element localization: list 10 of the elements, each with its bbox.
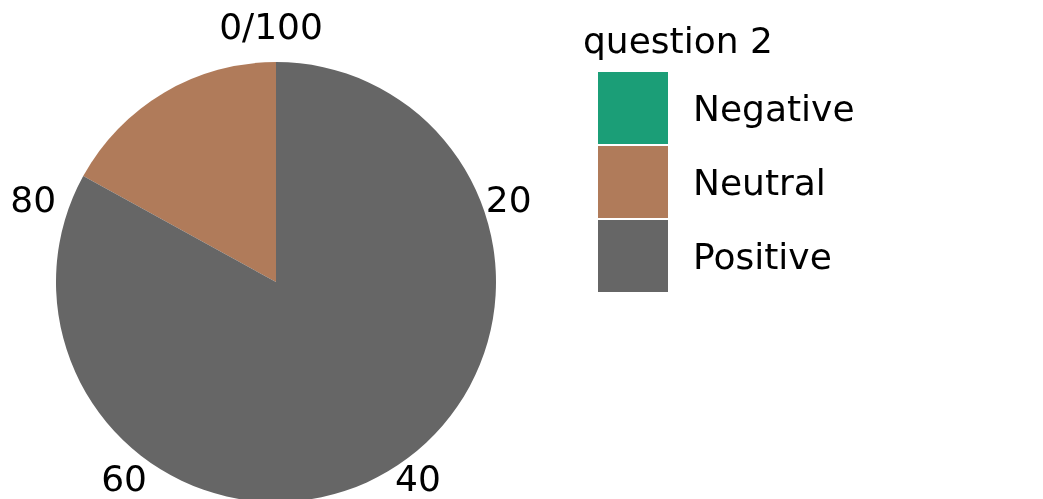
- legend-title: question 2: [583, 20, 774, 61]
- text: 80: [10, 178, 57, 220]
- text: 20: [485, 178, 532, 220]
- pie-slice: [83, 62, 276, 282]
- text: 0/100: [219, 6, 323, 47]
- legend-label: Neutral: [693, 161, 826, 203]
- legend-label: Negative: [693, 87, 855, 129]
- legend-label: Positive: [693, 235, 832, 277]
- text: 60: [101, 458, 147, 499]
- text: 40: [395, 458, 441, 499]
